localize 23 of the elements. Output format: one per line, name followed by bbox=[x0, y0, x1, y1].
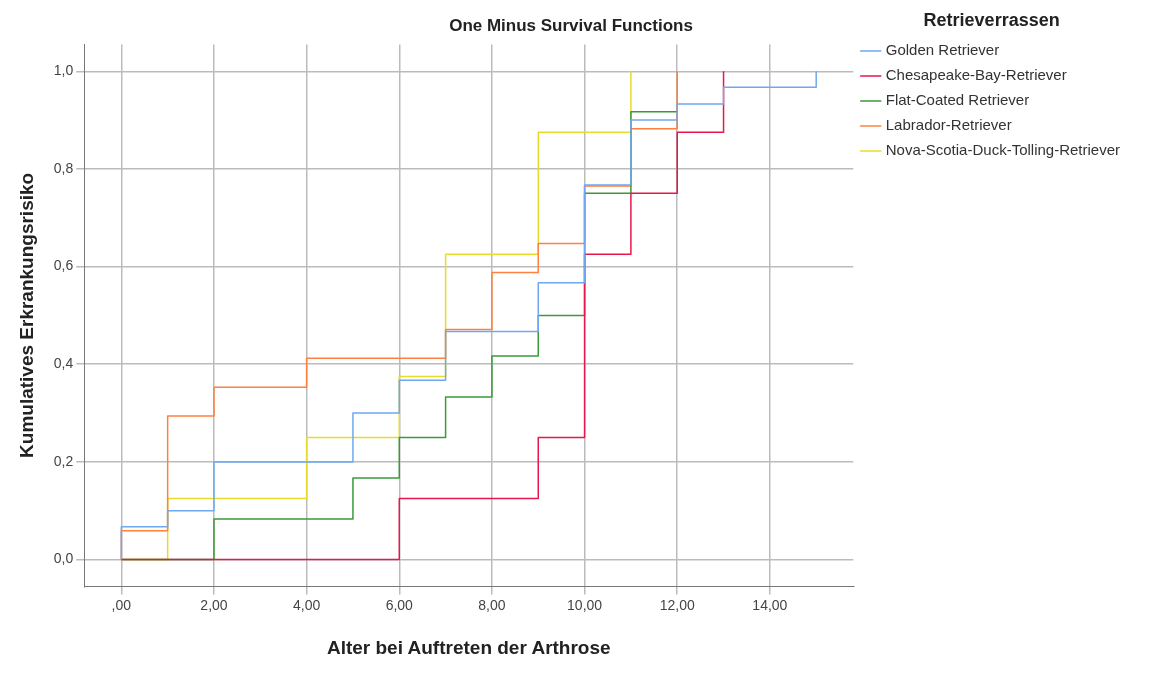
x-tick-label: 6,00 bbox=[385, 596, 414, 613]
y-tick-label: 0,2 bbox=[53, 452, 74, 469]
x-tick-label: ,00 bbox=[111, 596, 132, 613]
y-tick-label: 0,6 bbox=[53, 257, 74, 274]
x-tick-label: 14,00 bbox=[752, 596, 788, 613]
x-tick-label: 4,00 bbox=[293, 596, 321, 613]
y-tick-label: 0,4 bbox=[53, 355, 74, 372]
x-tick-label: 8,00 bbox=[478, 596, 506, 613]
y-tick-label: 0,0 bbox=[53, 550, 74, 567]
legend-label: Flat-Coated Retriever bbox=[885, 91, 1030, 109]
x-axis-title: Alter bei Auftreten der Arthrose bbox=[326, 636, 611, 658]
legend-label: Labrador-Retriever bbox=[885, 116, 1012, 134]
x-tick-label: 10,00 bbox=[567, 596, 603, 613]
legend-title: Retrieverrassen bbox=[923, 9, 1060, 30]
legend-label: Golden Retriever bbox=[885, 41, 1000, 59]
legend-label: Nova-Scotia-Duck-Tolling-Retriever bbox=[885, 141, 1121, 159]
y-tick-label: 1,0 bbox=[53, 62, 74, 79]
y-tick-label: 0,8 bbox=[53, 159, 74, 176]
x-tick-label: 2,00 bbox=[200, 596, 228, 613]
legend-label: Chesapeake-Bay-Retriever bbox=[885, 66, 1067, 84]
x-tick-label: 12,00 bbox=[659, 596, 695, 613]
chart-title: One Minus Survival Functions bbox=[449, 15, 693, 35]
y-axis-title: Kumulatives Erkrankungsrisiko bbox=[15, 172, 37, 458]
